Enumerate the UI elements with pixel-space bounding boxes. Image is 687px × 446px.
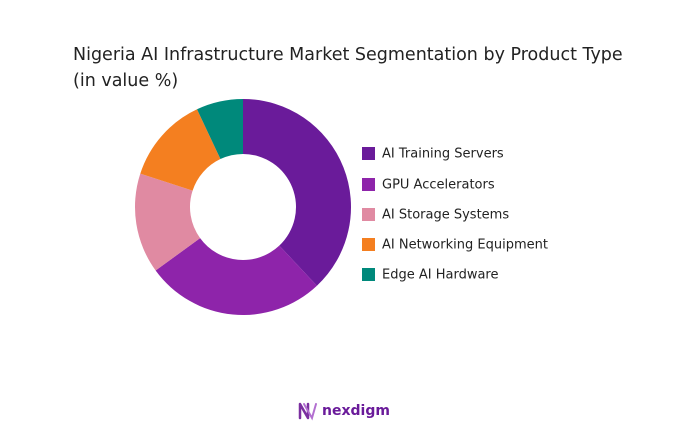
donut-slice — [140, 109, 221, 191]
donut-slice — [155, 238, 317, 315]
donut-slice — [243, 99, 351, 286]
legend-label: AI Training Servers — [382, 147, 504, 162]
brand-name: nexdigm — [322, 403, 390, 419]
legend-label: AI Networking Equipment — [382, 238, 548, 253]
brand-logo: nexdigm — [298, 402, 390, 421]
legend-label: Edge AI Hardware — [382, 268, 498, 283]
legend-swatch — [362, 208, 375, 221]
brand-icon — [303, 403, 317, 421]
donut-slice — [197, 99, 243, 160]
brand-icon — [298, 402, 310, 420]
legend-label: AI Storage Systems — [382, 208, 509, 223]
legend-swatch — [362, 268, 375, 281]
donut-slice — [134, 173, 201, 271]
legend-label: GPU Accelerators — [382, 178, 495, 193]
legend-swatch — [362, 238, 375, 251]
legend-swatch — [362, 178, 375, 191]
chart-title: Nigeria AI Infrastructure Market Segment… — [73, 45, 623, 91]
legend-swatch — [362, 147, 375, 160]
